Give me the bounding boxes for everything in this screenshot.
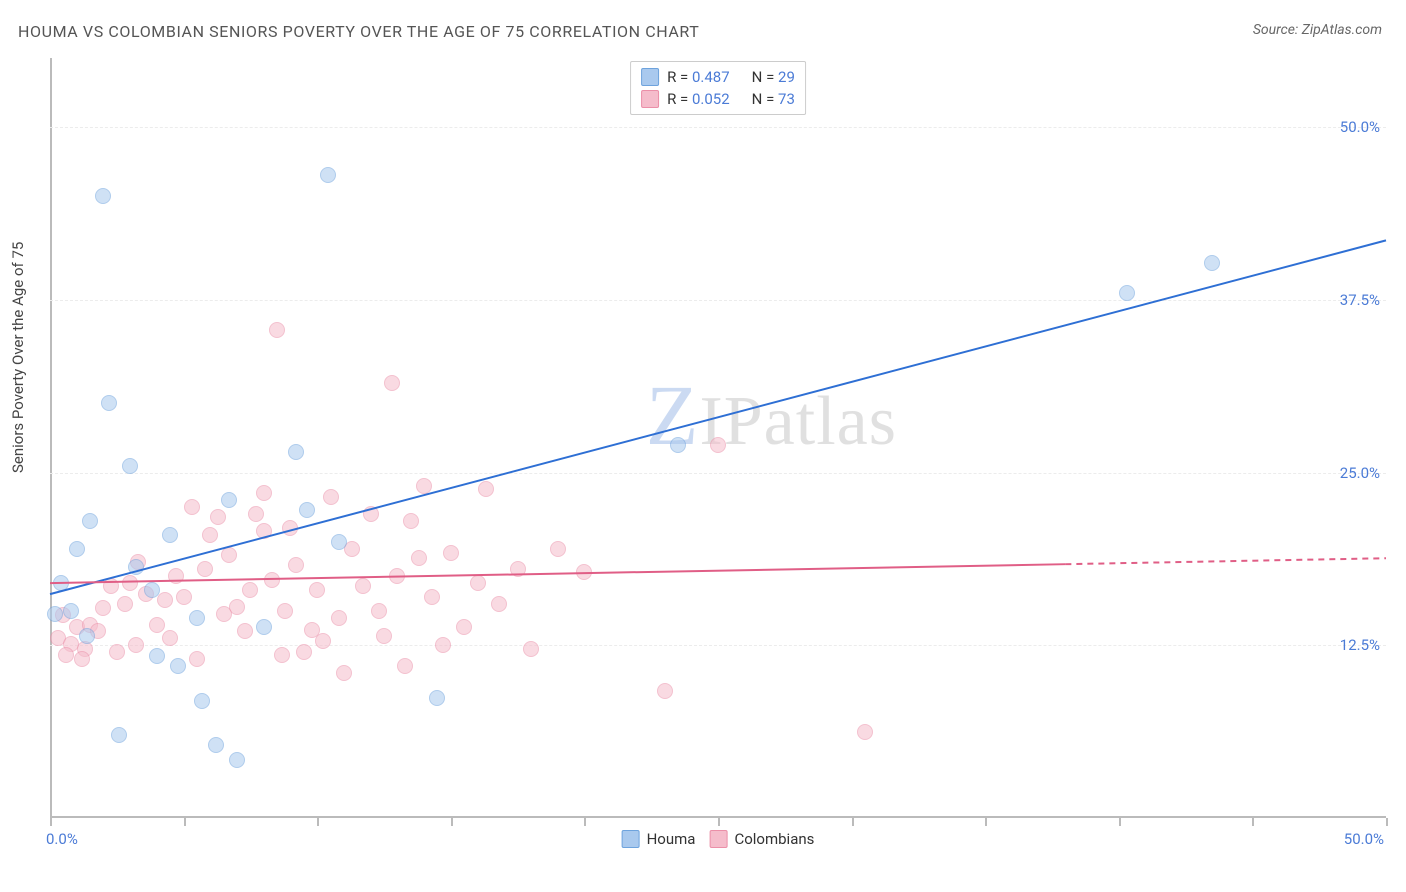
x-tick (317, 818, 319, 826)
x-tick-label: 50.0% (1344, 830, 1384, 848)
x-tick (1252, 818, 1254, 826)
x-tick (50, 818, 52, 826)
legend-label: Houma (647, 830, 696, 848)
source-label: Source: ZipAtlas.com (1253, 22, 1382, 38)
legend-item: Colombians (709, 830, 814, 848)
x-tick (184, 818, 186, 826)
x-tick (451, 818, 453, 826)
chart-title: HOUMA VS COLOMBIAN SENIORS POVERTY OVER … (18, 22, 699, 41)
legend-label: Colombians (734, 830, 814, 848)
x-tick (985, 818, 987, 826)
scatter-chart: ZIPatlas R = 0.487N = 29R = 0.052N = 73 … (50, 58, 1386, 818)
x-tick (852, 818, 854, 826)
trendline (50, 58, 1386, 818)
y-axis-label: Seniors Poverty Over the Age of 75 (9, 241, 27, 472)
legend-swatch (622, 830, 640, 848)
x-tick (1119, 818, 1121, 826)
legend-item: Houma (622, 830, 696, 848)
x-tick (584, 818, 586, 826)
x-tick (1386, 818, 1388, 826)
legend-swatch (709, 830, 727, 848)
x-tick-label: 0.0% (46, 830, 78, 848)
x-tick (718, 818, 720, 826)
legend-series: Houma Colombians (622, 830, 815, 848)
